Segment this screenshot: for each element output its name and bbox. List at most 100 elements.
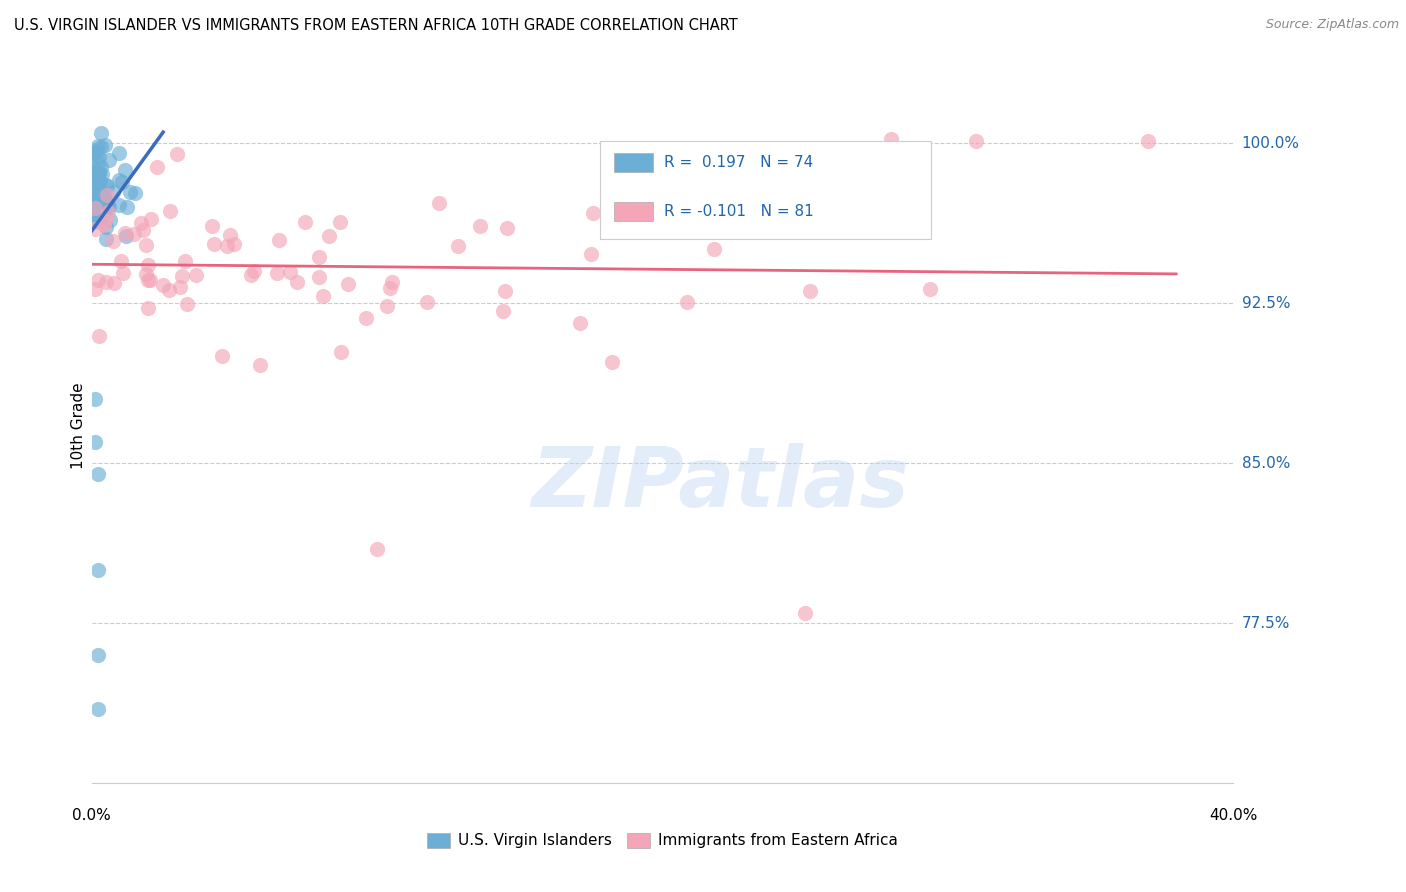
Point	[139, 212, 162, 227]
Point	[93, 218, 115, 232]
Point	[94, 138, 117, 153]
Point	[89, 166, 111, 180]
Point	[176, 297, 198, 311]
Point	[703, 242, 725, 256]
Point	[94, 275, 117, 289]
Point	[87, 193, 110, 207]
Text: 40.0%: 40.0%	[1209, 808, 1257, 823]
Point	[87, 139, 110, 153]
Point	[96, 188, 118, 202]
Legend: U.S. Virgin Islanders, Immigrants from Eastern Africa: U.S. Virgin Islanders, Immigrants from E…	[422, 827, 904, 855]
Point	[366, 541, 388, 556]
Point	[427, 196, 450, 211]
Point	[83, 392, 105, 407]
Point	[117, 200, 139, 214]
Point	[87, 192, 110, 206]
FancyBboxPatch shape	[614, 202, 654, 221]
Point	[1136, 134, 1159, 148]
Point	[377, 299, 399, 313]
Point	[83, 201, 105, 215]
Point	[202, 237, 225, 252]
Point	[239, 268, 262, 282]
Point	[83, 282, 105, 296]
Point	[82, 186, 104, 200]
Point	[136, 301, 159, 315]
Point	[494, 284, 516, 298]
Point	[110, 254, 132, 268]
Point	[94, 194, 117, 209]
Y-axis label: 10th Grade: 10th Grade	[72, 383, 86, 469]
Point	[278, 265, 301, 279]
Point	[600, 355, 623, 369]
Point	[100, 213, 122, 227]
Point	[93, 191, 115, 205]
Point	[94, 178, 117, 193]
Point	[83, 144, 105, 158]
FancyBboxPatch shape	[600, 141, 931, 239]
Point	[138, 258, 160, 272]
Point	[82, 207, 104, 221]
Point	[218, 228, 240, 243]
Point	[82, 193, 104, 207]
Point	[152, 278, 174, 293]
Point	[87, 188, 110, 202]
Text: R = -0.101   N = 81: R = -0.101 N = 81	[665, 204, 814, 219]
Point	[755, 185, 778, 199]
Point	[86, 184, 108, 198]
Point	[89, 193, 111, 207]
Point	[135, 238, 157, 252]
Point	[114, 226, 136, 240]
Point	[675, 294, 697, 309]
Point	[157, 284, 180, 298]
Point	[354, 310, 377, 325]
FancyBboxPatch shape	[614, 153, 654, 172]
Point	[89, 166, 111, 180]
Point	[90, 126, 112, 140]
Point	[169, 280, 191, 294]
Point	[91, 188, 114, 202]
Point	[880, 132, 903, 146]
Point	[115, 228, 138, 243]
Point	[96, 232, 118, 246]
Point	[87, 329, 110, 343]
Point	[84, 161, 107, 175]
Point	[495, 221, 517, 235]
Point	[97, 201, 120, 215]
Point	[243, 264, 266, 278]
Text: U.S. VIRGIN ISLANDER VS IMMIGRANTS FROM EASTERN AFRICA 10TH GRADE CORRELATION CH: U.S. VIRGIN ISLANDER VS IMMIGRANTS FROM …	[14, 18, 738, 33]
Point	[89, 176, 111, 190]
Point	[83, 166, 105, 180]
Point	[308, 269, 330, 284]
Point	[96, 220, 118, 235]
Point	[145, 161, 167, 175]
Point	[83, 222, 105, 236]
Point	[294, 215, 316, 229]
Point	[94, 213, 117, 227]
Point	[122, 227, 145, 242]
Point	[215, 239, 238, 253]
Point	[166, 147, 188, 161]
Point	[103, 276, 125, 290]
Point	[83, 145, 105, 159]
Text: R =  0.197   N = 74: R = 0.197 N = 74	[665, 155, 814, 169]
Point	[129, 216, 152, 230]
Point	[89, 183, 111, 197]
Point	[86, 648, 108, 663]
Point	[91, 190, 114, 204]
Point	[82, 169, 104, 183]
Point	[98, 153, 121, 167]
Text: 77.5%: 77.5%	[1241, 615, 1289, 631]
Point	[82, 215, 104, 229]
Point	[135, 267, 157, 281]
Point	[86, 563, 108, 577]
Point	[97, 198, 120, 212]
Point	[201, 219, 224, 234]
Point	[96, 205, 118, 219]
Point	[84, 185, 107, 199]
Point	[174, 254, 197, 268]
Point	[87, 156, 110, 170]
Point	[211, 349, 233, 363]
Point	[446, 239, 468, 253]
Text: ZIPatlas: ZIPatlas	[530, 442, 908, 524]
Point	[312, 289, 335, 303]
